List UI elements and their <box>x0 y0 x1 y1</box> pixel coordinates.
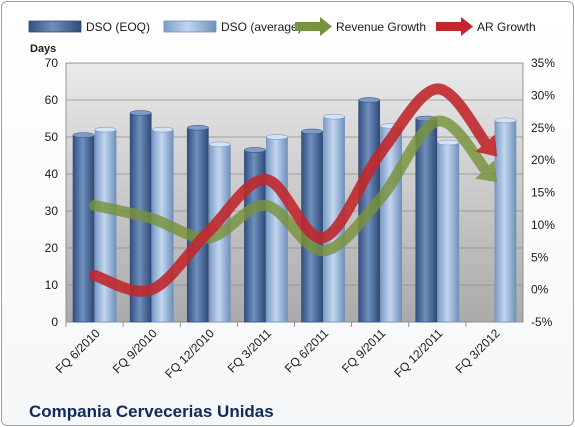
bar-dso-average <box>94 129 117 323</box>
bar-cap-dso-average <box>437 139 460 146</box>
y-left-tick-label: 0 <box>51 315 58 329</box>
bar-dso-average <box>494 119 517 323</box>
y-left-tick-label: 70 <box>45 56 59 70</box>
y-right-tick-label: 35% <box>531 56 555 70</box>
bar-cap-dso-average <box>323 113 345 120</box>
bars <box>72 97 517 323</box>
x-tick-label: FQ 3/2012 <box>453 326 503 376</box>
legend-label-revenue-growth: Revenue Growth <box>336 20 426 34</box>
x-tick-label: FQ 9/2011 <box>339 326 389 376</box>
y-right-tick-label: 15% <box>531 186 555 200</box>
legend-label-dso-eoq: DSO (EOQ) <box>86 20 150 34</box>
x-tick-label: FQ 6/2011 <box>282 326 332 376</box>
y-right-tick-label: 20% <box>531 153 555 167</box>
y-left-tick-label: 50 <box>45 130 59 144</box>
arrowhead-revenue-growth <box>475 160 498 183</box>
y-left-tick-label: 40 <box>45 167 59 181</box>
line-revenue-growth <box>89 115 493 257</box>
y-axis-title: Days <box>30 43 56 55</box>
bar-cap-dso-eoq <box>358 97 380 103</box>
bar-dso-eoq <box>415 118 438 323</box>
x-tick-label: FQ 3/2011 <box>225 326 275 376</box>
bar-dso-average <box>266 136 288 323</box>
bar-dso-eoq <box>186 127 209 323</box>
chart-title: Compania Cervecerias Unidas <box>29 402 274 421</box>
bar-cap-dso-average <box>494 117 517 124</box>
arrowhead-ar-growth <box>475 134 498 157</box>
growth-lines <box>89 83 498 297</box>
bar-cap-dso-eoq <box>187 125 209 131</box>
bar-dso-eoq <box>72 134 95 323</box>
y-left-tick-label: 30 <box>45 204 59 218</box>
y-left-tick-label: 10 <box>45 278 59 292</box>
y-right-tick-label: 10% <box>531 218 555 232</box>
bar-dso-average <box>437 142 460 323</box>
y-right-tick-label: 25% <box>531 121 555 135</box>
line-ar-growth <box>89 83 494 297</box>
bar-cap-dso-average <box>94 126 117 133</box>
legend-label-dso-average: DSO (average) <box>221 20 302 34</box>
y-right-tick-label: 30% <box>531 88 555 102</box>
legend-swatch-dso-average <box>163 20 217 33</box>
legend-item-ar-growth: AR Growth <box>436 17 536 36</box>
legend-arrow-ar-growth <box>436 17 473 36</box>
y-left-tick-label: 20 <box>45 241 59 255</box>
series-revenue-growth <box>89 115 498 257</box>
bar-cap-dso-eoq <box>129 110 152 116</box>
y-right-tick-label: -5% <box>531 315 553 329</box>
legend-swatch-dso-eoq <box>28 20 82 33</box>
x-tick-label: FQ 6/2010 <box>53 326 103 376</box>
legend-item-revenue-growth: Revenue Growth <box>295 17 426 36</box>
bar-cap-dso-average <box>151 126 174 133</box>
legend-label-ar-growth: AR Growth <box>477 20 536 34</box>
y-left-tick-label: 60 <box>45 93 59 107</box>
legend: DSO (EOQ) DSO (average) Revenue Growth A… <box>28 17 536 36</box>
bar-cap-dso-average <box>209 141 231 148</box>
bar-cap-dso-average <box>266 134 288 140</box>
series-ar-growth <box>89 83 498 297</box>
y-right-tick-label: 5% <box>531 250 549 264</box>
legend-item-dso-average: DSO (average) <box>163 20 302 34</box>
bar-cap-dso-eoq <box>72 132 95 138</box>
bar-cap-dso-eoq <box>301 128 323 135</box>
legend-item-dso-eoq: DSO (EOQ) <box>28 20 150 34</box>
bar-cap-dso-eoq <box>244 147 266 153</box>
legend-arrow-revenue-growth <box>295 17 332 36</box>
y-right-tick-label: 0% <box>531 283 549 297</box>
x-tick-label: FQ 9/2010 <box>110 326 160 376</box>
x-tick-label: FQ 12/2011 <box>391 326 445 380</box>
x-tick-label: FQ 12/2010 <box>162 326 217 381</box>
